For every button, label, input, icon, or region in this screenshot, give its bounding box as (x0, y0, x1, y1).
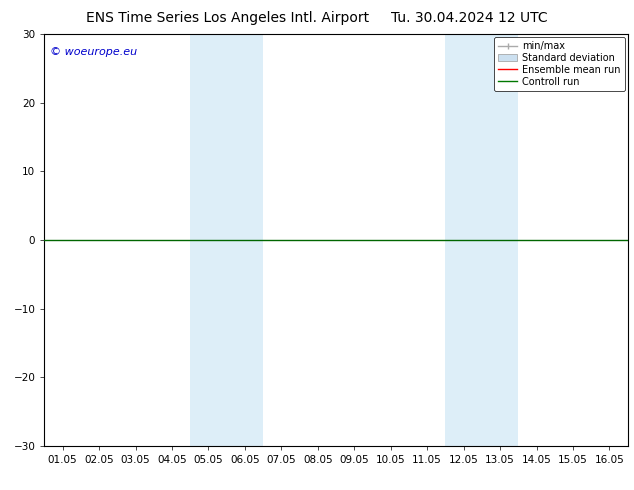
Text: © woeurope.eu: © woeurope.eu (50, 47, 138, 57)
Bar (190, 34, 263, 446)
Text: ENS Time Series Los Angeles Intl. Airport     Tu. 30.04.2024 12 UTC: ENS Time Series Los Angeles Intl. Airpor… (86, 11, 548, 25)
Legend: min/max, Standard deviation, Ensemble mean run, Controll run: min/max, Standard deviation, Ensemble me… (494, 37, 624, 91)
Bar (445, 34, 518, 446)
